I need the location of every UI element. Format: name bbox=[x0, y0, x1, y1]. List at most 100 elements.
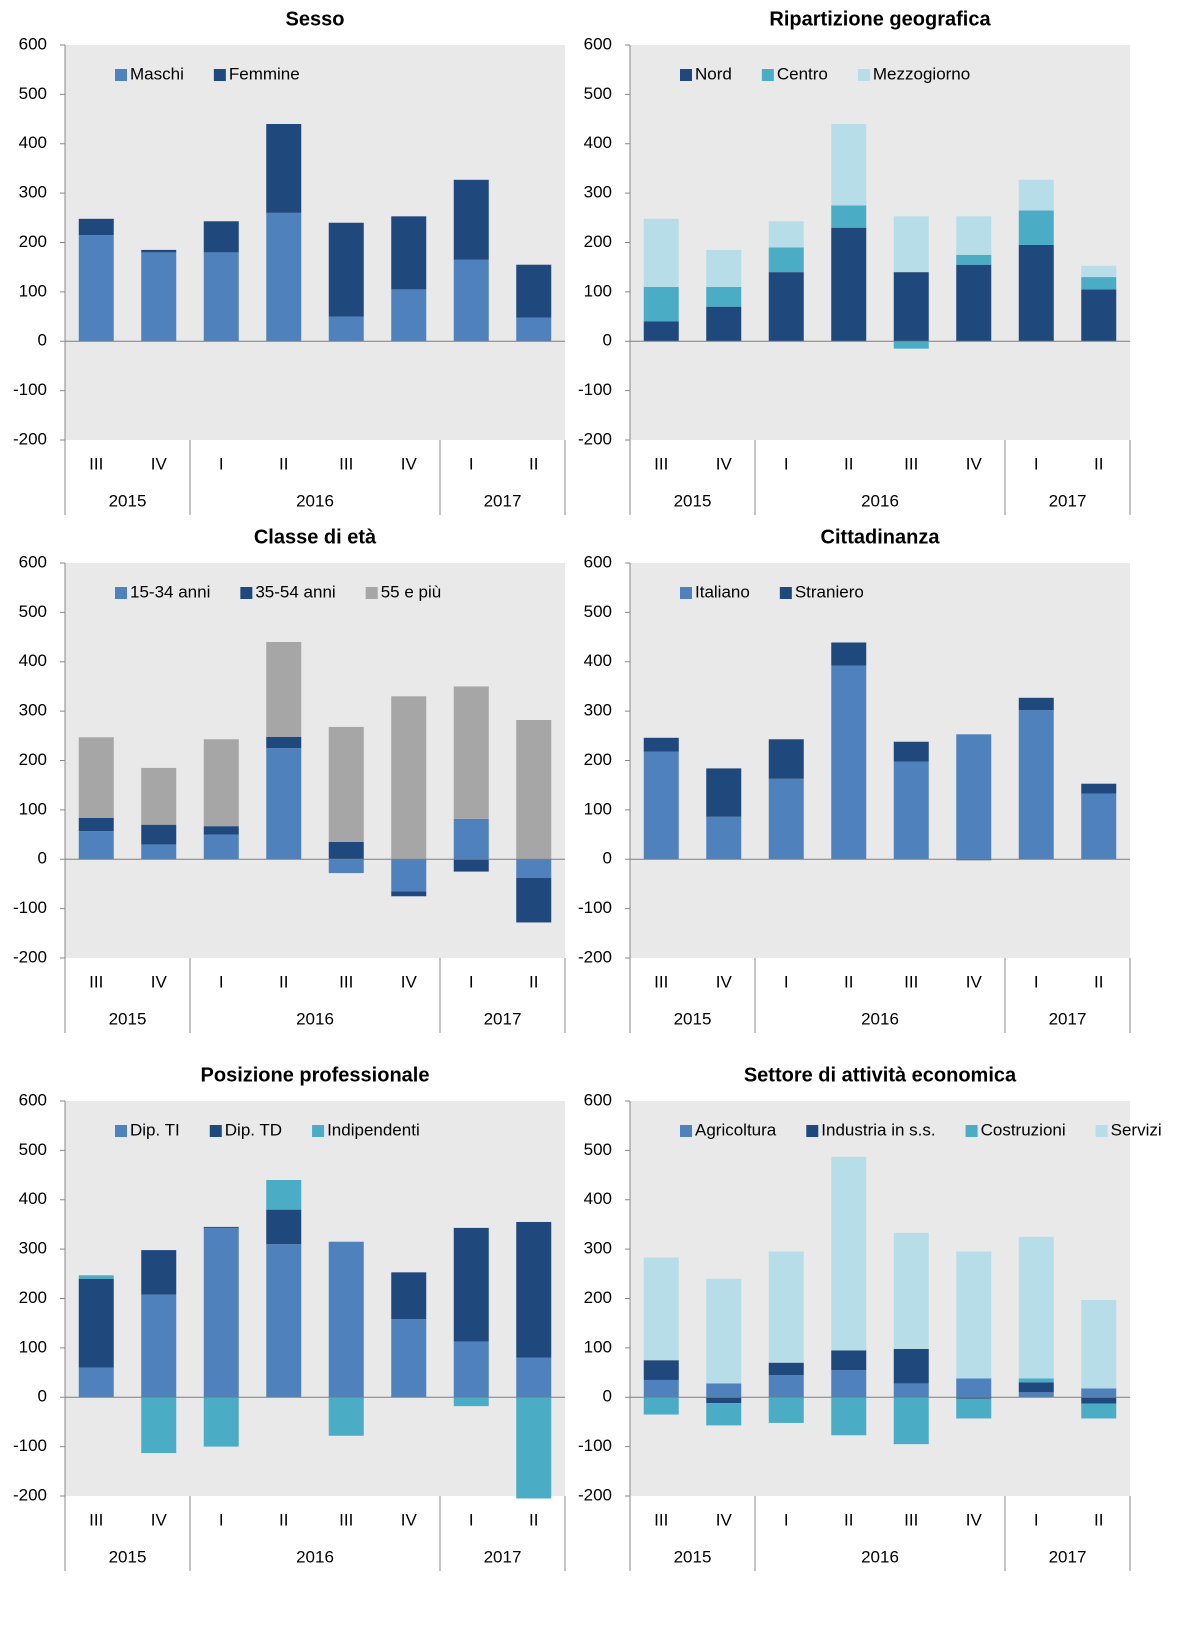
x-group-label: 2015 bbox=[109, 1547, 147, 1566]
legend-swatch bbox=[806, 1125, 819, 1137]
bar-segment bbox=[391, 1319, 427, 1398]
x-tick-label: I bbox=[784, 454, 789, 473]
bar-segment bbox=[78, 218, 114, 236]
bar-segment bbox=[266, 748, 302, 860]
bar-segment bbox=[203, 834, 239, 860]
legend-swatch bbox=[680, 69, 692, 81]
bar-segment bbox=[1018, 244, 1054, 342]
bar-segment bbox=[78, 1275, 114, 1279]
y-tick-label: 600 bbox=[19, 552, 47, 571]
chart-title: Sesso bbox=[286, 8, 345, 30]
y-tick-label: -100 bbox=[578, 380, 612, 399]
y-tick-label: -200 bbox=[578, 429, 612, 448]
bar-segment bbox=[203, 1227, 239, 1398]
bar-segment bbox=[328, 316, 364, 342]
bar-segment bbox=[1018, 1392, 1054, 1398]
x-tick-label: I bbox=[784, 1510, 789, 1529]
y-tick-label: 100 bbox=[584, 281, 612, 300]
legend-swatch bbox=[365, 587, 378, 599]
bar-segment bbox=[328, 1397, 364, 1436]
bar-segment bbox=[266, 212, 302, 342]
y-tick-label: 500 bbox=[19, 84, 47, 103]
bar-segment bbox=[203, 826, 239, 835]
bar-segment bbox=[78, 831, 114, 860]
bar-segment bbox=[893, 1232, 929, 1349]
bar-segment bbox=[956, 1378, 992, 1398]
legend-label: Costruzioni bbox=[981, 1120, 1066, 1139]
bar-segment bbox=[516, 720, 552, 860]
bar-segment bbox=[768, 221, 804, 248]
x-tick-label: III bbox=[654, 454, 668, 473]
y-tick-label: -100 bbox=[578, 898, 612, 917]
x-group-label: 2016 bbox=[296, 1547, 334, 1566]
bar-segment bbox=[516, 1397, 552, 1499]
y-tick-label: 500 bbox=[584, 602, 612, 621]
x-tick-label: I bbox=[469, 454, 474, 473]
bar-segment bbox=[453, 1341, 489, 1398]
y-tick-label: 0 bbox=[38, 1387, 47, 1406]
x-group-label: 2015 bbox=[674, 1547, 712, 1566]
bar-segment bbox=[141, 1250, 177, 1295]
bar-segment bbox=[516, 264, 552, 318]
bar-segment bbox=[453, 1397, 489, 1407]
bar-segment bbox=[266, 736, 302, 749]
y-tick-label: 300 bbox=[584, 1239, 612, 1258]
legend-label: Servizi bbox=[1111, 1120, 1162, 1139]
bar-segment bbox=[768, 247, 804, 273]
x-tick-label: III bbox=[904, 454, 918, 473]
x-tick-label: III bbox=[339, 1510, 353, 1529]
bar-segment bbox=[831, 1350, 867, 1371]
x-tick-label: III bbox=[339, 972, 353, 991]
y-tick-label: 300 bbox=[19, 183, 47, 202]
x-group-label: 2017 bbox=[484, 491, 522, 510]
chart-title: Posizione professionale bbox=[201, 1064, 430, 1086]
bar-segment bbox=[1081, 277, 1117, 290]
x-group-label: 2016 bbox=[861, 1009, 899, 1028]
bar-segment bbox=[516, 1221, 552, 1358]
y-tick-label: 0 bbox=[603, 331, 612, 350]
legend-label: Mezzogiorno bbox=[873, 64, 970, 83]
legend-swatch bbox=[965, 1125, 978, 1137]
bar-segment bbox=[203, 1397, 239, 1447]
y-tick-label: 600 bbox=[584, 552, 612, 571]
legend-swatch bbox=[209, 1125, 222, 1137]
legend-label: Straniero bbox=[795, 582, 864, 601]
x-group-label: 2015 bbox=[674, 491, 712, 510]
bar-segment bbox=[643, 751, 679, 860]
bar-segment bbox=[956, 1251, 992, 1379]
plot-area bbox=[630, 563, 1130, 958]
x-tick-label: I bbox=[469, 1510, 474, 1529]
y-tick-label: 100 bbox=[584, 799, 612, 818]
y-tick-label: 100 bbox=[19, 281, 47, 300]
bar-segment bbox=[643, 218, 679, 287]
y-tick-label: -100 bbox=[13, 1436, 47, 1455]
bar-segment bbox=[643, 1397, 679, 1415]
bar-segment bbox=[1081, 289, 1117, 342]
bar-segment bbox=[706, 816, 742, 860]
legend-label: Agricoltura bbox=[695, 1120, 777, 1139]
bar-segment bbox=[1081, 1299, 1117, 1389]
x-tick-label: IV bbox=[966, 972, 983, 991]
x-tick-label: II bbox=[1094, 1510, 1103, 1529]
y-tick-label: 600 bbox=[19, 34, 47, 53]
x-tick-label: III bbox=[654, 1510, 668, 1529]
bar-segment bbox=[328, 859, 364, 874]
legend-swatch bbox=[213, 69, 226, 81]
x-tick-label: IV bbox=[401, 454, 418, 473]
bar-segment bbox=[1018, 1382, 1054, 1393]
bar-segment bbox=[453, 1227, 489, 1342]
bar-segment bbox=[391, 891, 427, 897]
legend-label: Centro bbox=[777, 64, 828, 83]
x-tick-label: IV bbox=[966, 1510, 983, 1529]
x-tick-label: III bbox=[904, 972, 918, 991]
bar-segment bbox=[141, 1294, 177, 1398]
y-tick-label: -100 bbox=[13, 898, 47, 917]
bar-segment bbox=[1081, 1403, 1117, 1419]
legend-label: 55 e più bbox=[381, 582, 442, 601]
legend-label: 35-54 anni bbox=[255, 582, 335, 601]
x-group-label: 2016 bbox=[861, 1547, 899, 1566]
plot-area bbox=[65, 563, 565, 958]
y-tick-label: 100 bbox=[19, 799, 47, 818]
bar-segment bbox=[328, 1241, 364, 1398]
bar-segment bbox=[706, 1397, 742, 1404]
